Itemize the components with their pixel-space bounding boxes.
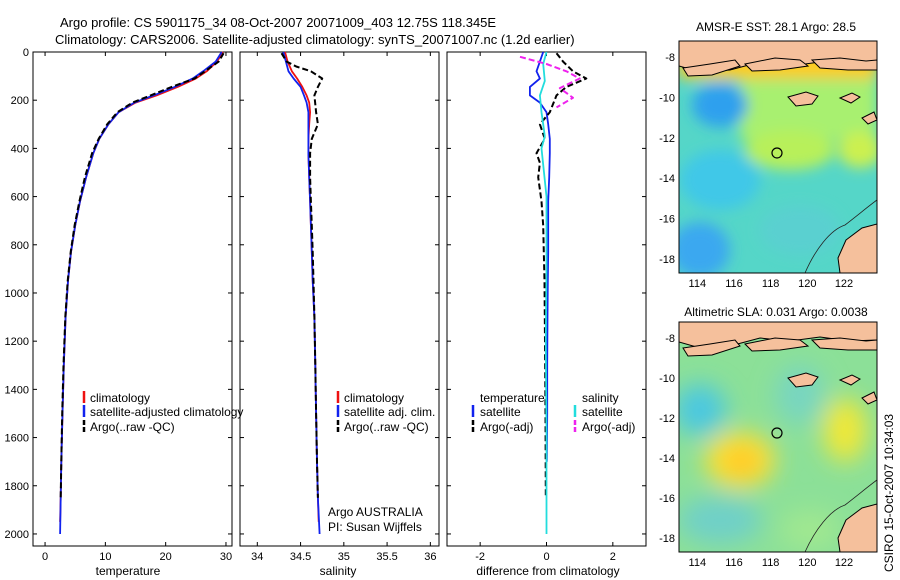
axis-ticks: 0 10 20 30020040060080010001200140016001800… <box>5 47 854 569</box>
map-y-tick-label: -10 <box>659 373 675 385</box>
series-line-salinity-argo-raw-qc- <box>280 52 324 498</box>
map-y-tick-label: -18 <box>659 254 675 266</box>
sla-map <box>679 322 877 552</box>
difference-xlabel: difference from climatology <box>476 564 619 578</box>
map-x-tick-label: 120 <box>798 557 816 569</box>
y-tick-label: 800 <box>11 240 29 252</box>
map-y-tick-label: -10 <box>659 92 675 104</box>
figure-title-line1: Argo profile: CS 5901175_34 08-Oct-2007 … <box>60 15 496 30</box>
x-tick-label: 34.5 <box>290 551 311 563</box>
sst-contour <box>804 199 877 273</box>
legend-label: satellite <box>582 405 623 419</box>
sla-map-title: Altimetric SLA: 0.031 Argo: 0.0038 <box>684 305 868 319</box>
legend-label: Argo(-adj) <box>582 420 635 434</box>
salinity-legend: climatology satellite adj. clim. Argo(..… <box>336 391 435 434</box>
x-tick-label: 20 <box>160 551 172 563</box>
x-tick-label: 35 <box>338 551 350 563</box>
sst-map-frame <box>678 40 878 274</box>
map-x-tick-label: 114 <box>689 557 707 569</box>
sla-map-frame <box>678 321 878 553</box>
x-tick-label: 36 <box>424 551 436 563</box>
sst-land-masses <box>679 41 877 273</box>
legend-label: climatology <box>344 391 404 405</box>
sla-argo-location-marker <box>771 427 783 439</box>
map-x-tick-label: 122 <box>835 278 853 290</box>
salinity-annotation-line2: PI: Susan Wijffels <box>328 520 422 534</box>
x-tick-label: 34 <box>251 551 263 563</box>
series-line-difference-satellite <box>539 51 548 534</box>
x-tick-label: 35.5 <box>376 551 397 563</box>
legend-label: Argo(..raw -QC) <box>90 420 175 434</box>
x-tick-label: 2 <box>610 551 616 563</box>
sst-map-title: AMSR-E SST: 28.1 Argo: 28.5 <box>696 20 856 34</box>
temperature-panel <box>32 51 233 547</box>
series-line-difference-satellite <box>529 51 551 462</box>
x-tick-label: 0 <box>543 551 549 563</box>
map-y-tick-label: -8 <box>665 333 675 345</box>
legend-title: temperature <box>480 391 545 405</box>
temperature-legend: climatology satellite-adjusted climatolo… <box>82 391 243 434</box>
x-tick-label: -2 <box>475 551 485 563</box>
difference-legend-temperature: temperature satellite Argo(-adj) <box>471 391 545 434</box>
x-tick-label: 0 <box>42 551 48 563</box>
sla-land-masses <box>679 322 877 552</box>
y-tick-label: 200 <box>11 95 29 107</box>
y-tick-label: 2000 <box>5 529 29 541</box>
map-y-tick-label: -16 <box>659 214 675 226</box>
y-tick-label: 0 <box>23 47 29 59</box>
map-x-tick-label: 114 <box>689 278 707 290</box>
y-tick-label: 1400 <box>5 384 29 396</box>
y-tick-label: 600 <box>11 192 29 204</box>
map-y-tick-label: -8 <box>665 52 675 64</box>
map-x-tick-label: 116 <box>725 278 743 290</box>
salinity-xlabel: salinity <box>320 564 357 578</box>
side-timestamp: CSIRO 15-Oct-2007 10:34:03 <box>882 414 896 572</box>
map-y-tick-label: -12 <box>659 413 675 425</box>
series-line-difference-argo-adj- <box>519 55 581 109</box>
map-y-tick-label: -14 <box>659 173 675 185</box>
map-x-tick-label: 118 <box>762 278 780 290</box>
sst-map <box>679 41 877 273</box>
sla-contour <box>804 479 877 552</box>
x-tick-label: 30 <box>220 551 232 563</box>
legend-title: salinity <box>582 391 619 405</box>
legend-label: Argo(-adj) <box>480 420 533 434</box>
legend-label: satellite-adjusted climatology <box>90 405 243 419</box>
map-y-tick-label: -12 <box>659 133 675 145</box>
y-tick-label: 1200 <box>5 336 29 348</box>
y-tick-label: 1000 <box>5 288 29 300</box>
figure-title-line2: Climatology: CARS2006. Satellite-adjuste… <box>55 32 575 47</box>
map-x-tick-label: 120 <box>798 278 816 290</box>
map-x-tick-label: 116 <box>725 557 743 569</box>
y-tick-label: 1800 <box>5 481 29 493</box>
x-tick-label: 10 <box>99 551 111 563</box>
map-x-tick-label: 118 <box>762 557 780 569</box>
salinity-panel <box>239 51 440 547</box>
series-line-difference-argo-adj- <box>535 52 588 498</box>
profile-series <box>59 51 588 535</box>
y-tick-label: 1600 <box>5 433 29 445</box>
legend-label: satellite <box>480 405 521 419</box>
sst-argo-location-marker <box>771 147 783 159</box>
y-tick-label: 400 <box>11 143 29 155</box>
legend-label: satellite adj. clim. <box>344 405 435 419</box>
map-x-tick-label: 122 <box>835 557 853 569</box>
legend-label: climatology <box>90 391 150 405</box>
difference-legend-salinity: salinity satellite Argo(-adj) <box>573 391 635 434</box>
salinity-annotation-line1: Argo AUSTRALIA <box>328 505 423 519</box>
series-line-temperature-argo-raw-qc- <box>59 52 225 498</box>
map-y-tick-label: -18 <box>659 533 675 545</box>
map-y-tick-label: -14 <box>659 453 675 465</box>
legend-label: Argo(..raw -QC) <box>344 420 429 434</box>
map-y-tick-label: -16 <box>659 493 675 505</box>
temperature-xlabel: temperature <box>96 564 161 578</box>
